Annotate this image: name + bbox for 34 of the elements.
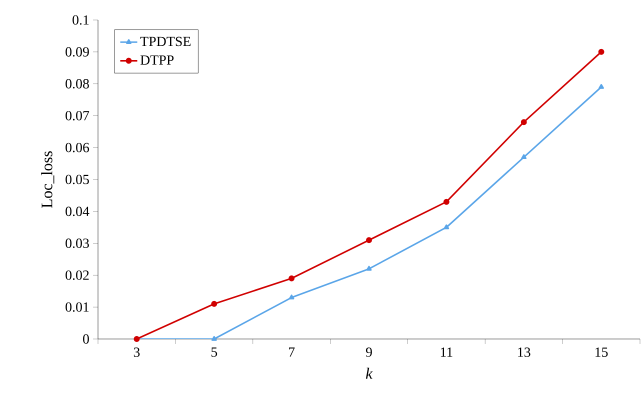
y-tick-label: 0.03: [66, 238, 89, 248]
x-tick-label: 3: [134, 348, 140, 357]
x-tick-label: 9: [366, 348, 372, 357]
y-tick-label: 0.09: [66, 47, 89, 57]
x-tick-label: 15: [596, 348, 608, 357]
x-tick-label: 11: [440, 348, 452, 357]
point: [288, 275, 295, 282]
x-tick-label: 13: [518, 348, 530, 357]
point: [598, 84, 604, 89]
y-tick-label: 0: [83, 334, 89, 344]
point: [443, 198, 450, 205]
point: [288, 294, 294, 300]
legend-label: TPDTSE: [140, 36, 191, 46]
y-tick-label: 0.04: [66, 206, 90, 216]
y-tick-label: 0.01: [66, 302, 89, 312]
point: [366, 266, 372, 271]
point: [211, 300, 218, 307]
y-tick-label: 0.05: [66, 174, 89, 184]
point: [521, 154, 527, 160]
point: [211, 336, 217, 341]
point: [598, 48, 604, 55]
y-tick-label: 0.08: [66, 79, 89, 89]
y-tick-label: 0.1: [72, 15, 89, 25]
legend-label: DTPP: [140, 55, 174, 65]
x-tick-label: 7: [289, 348, 295, 357]
y-axis-title: Loc_loss: [41, 151, 54, 208]
point: [366, 237, 372, 244]
point: [520, 119, 527, 126]
y-tick-label: 0.07: [66, 110, 90, 120]
y-tick-label: 0.06: [66, 142, 90, 152]
x-tick-label: 5: [211, 348, 218, 357]
x-axis-title: k: [366, 368, 373, 379]
point: [444, 224, 450, 230]
y-tick-label: 0.02: [66, 270, 89, 280]
